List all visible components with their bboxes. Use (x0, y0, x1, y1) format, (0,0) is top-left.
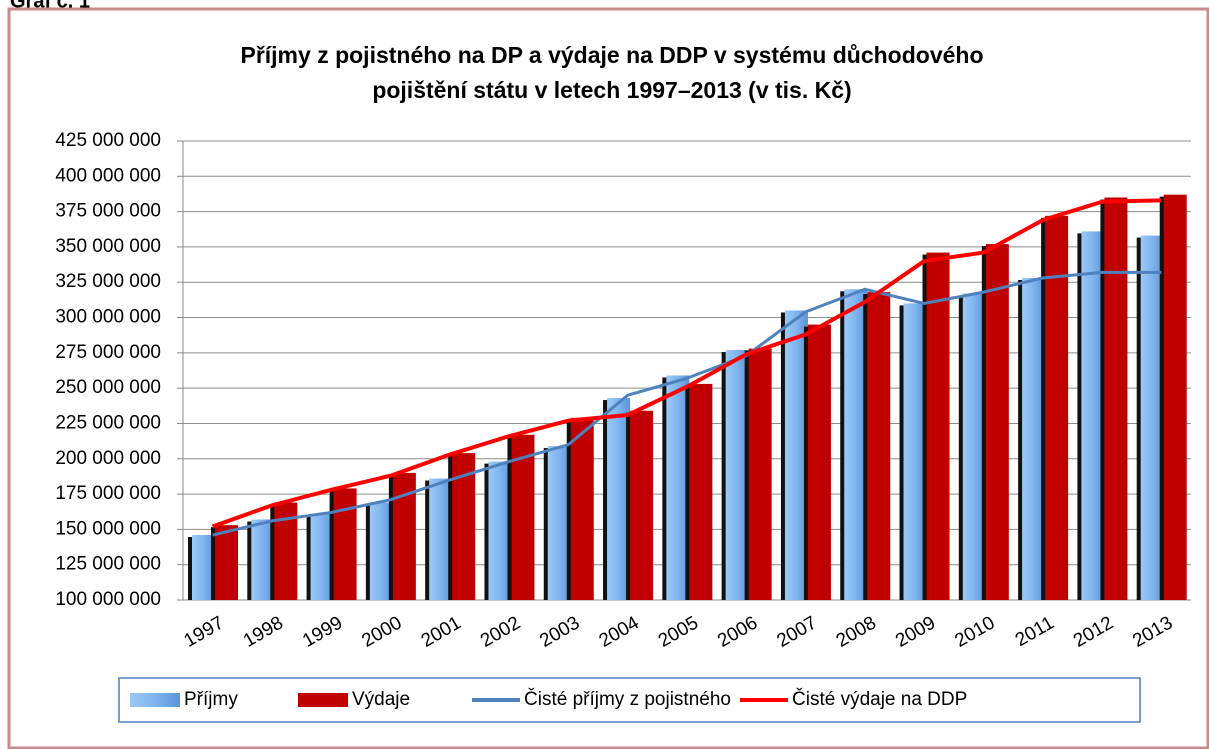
chart-title: Příjmy z pojistného na DP a výdaje na DD… (240, 42, 983, 68)
legend-label: Čisté výdaje na DDP (792, 688, 967, 710)
bar (689, 383, 713, 600)
bar (985, 244, 1009, 601)
bar (392, 472, 416, 600)
bar-side (329, 490, 335, 600)
line (212, 270, 1162, 537)
y-tick-label: 275 000 000 (55, 342, 161, 363)
bar (547, 446, 571, 600)
bar-side (365, 504, 371, 600)
bar-side (744, 350, 750, 600)
bar (192, 535, 215, 600)
y-tick-label: 400 000 000 (55, 165, 161, 186)
caption: Graf č. 1 (10, 0, 90, 12)
bar-side (484, 463, 490, 600)
legend-swatch (130, 693, 180, 707)
bar (666, 375, 690, 600)
y-tick-label: 325 000 000 (55, 271, 161, 292)
bar (488, 461, 512, 600)
bar (962, 293, 986, 600)
bar-side (306, 515, 312, 600)
bar (1081, 231, 1105, 600)
bar-side (1041, 217, 1047, 601)
bar (429, 478, 453, 600)
bar-side (388, 474, 394, 600)
legend (118, 677, 1141, 723)
bar (844, 289, 868, 600)
bar (215, 525, 238, 600)
bar (1022, 277, 1046, 600)
bar (570, 417, 594, 600)
y-tick-label: 100 000 000 (55, 589, 161, 610)
bar-side (626, 412, 632, 600)
bar-side (507, 436, 513, 600)
bar-side (1077, 233, 1083, 600)
bar-side (543, 448, 549, 600)
legend-label: Výdaje (352, 689, 410, 710)
bar-side (981, 246, 987, 601)
bar (310, 513, 334, 600)
bar-side (662, 377, 668, 600)
bar (1140, 235, 1164, 600)
bar-side (1136, 237, 1142, 600)
bar-side (922, 254, 928, 600)
line (211, 198, 1162, 529)
bar-side (840, 291, 846, 600)
y-tick-label: 300 000 000 (55, 307, 161, 328)
bar-side (425, 480, 431, 600)
y-tick-label: 375 000 000 (55, 201, 161, 222)
legend-label: Příjmy (184, 689, 238, 710)
y-tick-label: 125 000 000 (55, 554, 161, 575)
y-tick-label: 175 000 000 (55, 483, 161, 504)
bar (274, 502, 298, 600)
bar (926, 252, 950, 600)
bar (1104, 197, 1128, 600)
chart-title: pojištění státu v letech 1997–2013 (v ti… (372, 77, 851, 103)
bar (251, 519, 275, 600)
bar-side (958, 295, 964, 600)
bar-side (803, 326, 809, 600)
bar (867, 292, 891, 600)
y-tick-label: 425 000 000 (55, 130, 161, 151)
y-tick-label: 150 000 000 (55, 518, 161, 539)
bar-side (780, 312, 786, 600)
bar-side (721, 352, 727, 600)
bar (511, 434, 535, 600)
bar-side (448, 455, 454, 600)
bar-side (270, 504, 276, 600)
bar-side (566, 419, 572, 600)
bar (333, 488, 357, 600)
bar (807, 324, 831, 600)
bar (607, 398, 631, 600)
bar (748, 348, 772, 600)
y-tick-label: 250 000 000 (55, 377, 161, 398)
bar (369, 502, 393, 600)
bar-side (1159, 196, 1165, 600)
bar-side (603, 400, 609, 600)
bar (452, 453, 476, 600)
y-tick-label: 350 000 000 (55, 236, 161, 257)
bar (1045, 215, 1069, 601)
y-tick-label: 225 000 000 (55, 412, 161, 433)
bar (725, 350, 749, 600)
bar-side (863, 294, 869, 600)
bar (1163, 194, 1187, 600)
bar-side (247, 521, 253, 600)
bar-side (685, 385, 691, 600)
bar-side (188, 537, 193, 600)
bar-side (211, 527, 216, 600)
bar (903, 303, 927, 600)
legend-swatch (298, 693, 348, 707)
y-tick-label: 200 000 000 (55, 448, 161, 469)
bar-side (1100, 199, 1106, 600)
bar-side (1018, 279, 1024, 600)
bar-side (899, 305, 905, 600)
bar (630, 410, 654, 600)
legend-label: Čisté příjmy z pojistného (524, 688, 731, 710)
bar (784, 310, 808, 600)
